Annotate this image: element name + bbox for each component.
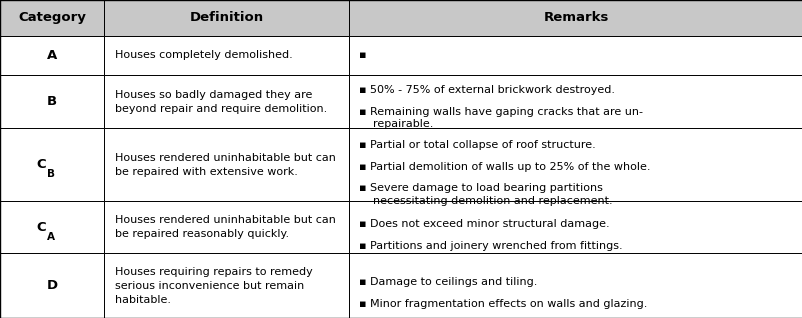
Text: Houses rendered uninhabitable but can
be repaired reasonably quickly.: Houses rendered uninhabitable but can be… [115,215,335,239]
Text: Houses completely demolished.: Houses completely demolished. [115,50,292,60]
Text: B: B [47,169,55,179]
Bar [0,36,104,75]
Text: ▪ Remaining walls have gaping cracks that are un-
    repairable.: ▪ Remaining walls have gaping cracks tha… [358,107,642,129]
Text: D: D [47,279,58,292]
Text: Houses requiring repairs to remedy
serious inconvenience but remain
habitable.: Houses requiring repairs to remedy serio… [115,266,312,305]
Text: Houses so badly damaged they are
beyond repair and require demolition.: Houses so badly damaged they are beyond … [115,90,326,114]
Text: ▪ Does not exceed minor structural damage.: ▪ Does not exceed minor structural damag… [358,219,609,229]
Bar [0,253,104,318]
Bar [349,75,802,128]
Text: ▪ Partial demolition of walls up to 25% of the whole.: ▪ Partial demolition of walls up to 25% … [358,162,650,171]
Text: ▪ Minor fragmentation effects on walls and glazing.: ▪ Minor fragmentation effects on walls a… [358,299,646,309]
Text: Definition: Definition [189,11,264,24]
Text: ▪ Partial or total collapse of roof structure.: ▪ Partial or total collapse of roof stru… [358,140,595,150]
Bar [0,75,104,128]
Text: ▪ Damage to ceilings and tiling.: ▪ Damage to ceilings and tiling. [358,277,537,287]
Text: A: A [47,232,55,242]
Text: C: C [36,158,46,171]
Bar [349,0,802,36]
Text: ▪ Partitions and joinery wrenched from fittings.: ▪ Partitions and joinery wrenched from f… [358,240,622,251]
Bar [349,128,802,201]
Bar [104,75,349,128]
Text: B: B [47,95,57,108]
Text: Category: Category [18,11,86,24]
Text: Remarks: Remarks [543,11,608,24]
Text: ▪ Severe damage to load bearing partitions
    necessitating demolition and repl: ▪ Severe damage to load bearing partitio… [358,183,612,206]
Text: ▪: ▪ [358,50,366,60]
Bar [349,253,802,318]
Text: Houses rendered uninhabitable but can
be repaired with extensive work.: Houses rendered uninhabitable but can be… [115,153,335,177]
Bar [0,201,104,253]
Bar [104,253,349,318]
Bar [104,36,349,75]
Text: C: C [36,221,46,234]
Bar [104,0,349,36]
Text: A: A [47,49,57,62]
Text: ▪ 50% - 75% of external brickwork destroyed.: ▪ 50% - 75% of external brickwork destro… [358,85,614,95]
Bar [0,0,104,36]
Bar [104,201,349,253]
Bar [349,201,802,253]
Bar [349,36,802,75]
Bar [104,128,349,201]
Bar [0,128,104,201]
